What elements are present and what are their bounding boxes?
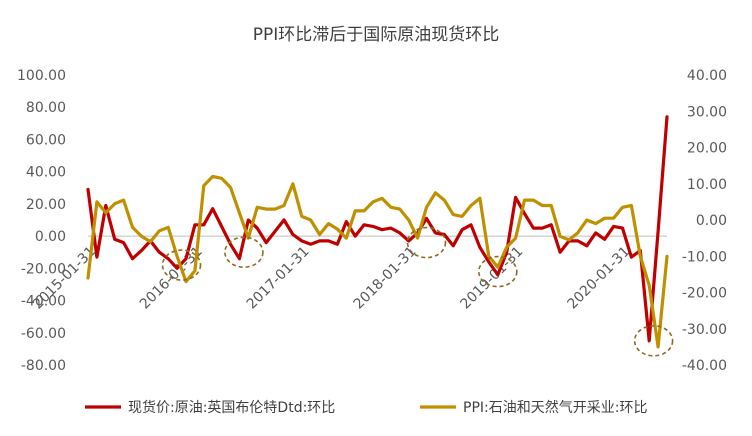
right-y-tick-label: -20.00 — [682, 286, 727, 302]
x-tick-label: 2020-01-31 — [564, 244, 633, 313]
legend-label-2: PPI:石油和天然气开采业:环比 — [463, 399, 647, 416]
left-y-tick-label: -20.00 — [21, 261, 66, 277]
right-y-tick-label: 0.00 — [696, 213, 727, 229]
x-tick-label: 2019-01-31 — [458, 244, 527, 313]
right-y-tick-label: 10.00 — [687, 177, 727, 193]
legend: 现货价:原油:英国布伦特Dtd:环比 PPI:石油和天然气开采业:环比 — [85, 399, 647, 416]
dashed-circle-annotation — [161, 249, 202, 281]
right-y-tick-label: -10.00 — [682, 249, 727, 265]
left-y-tick-label: 100.00 — [17, 68, 66, 84]
x-axis-ticks: 2015-01-31 2016-01-31 2017-01-31 2018-01-31… — [30, 244, 633, 313]
dashed-circle-annotation — [406, 226, 447, 259]
series-line-1 — [86, 115, 669, 343]
left-y-tick-label: -60.00 — [21, 326, 66, 342]
left-y-tick-label: 20.00 — [26, 197, 66, 213]
left-y-tick-label: -40.00 — [21, 294, 66, 310]
legend-label-1: 现货价:原油:英国布伦特Dtd:环比 — [128, 399, 335, 416]
dashed-circle-annotation — [477, 255, 518, 288]
right-y-tick-label: -30.00 — [682, 322, 727, 338]
right-y-tick-label: 30.00 — [687, 104, 727, 120]
left-y-axis: 100.00 80.00 60.00 40.00 20.00 0.00 -20.00 -40.… — [17, 68, 66, 374]
right-y-tick-label: 20.00 — [687, 141, 727, 157]
right-y-axis: 40.00 30.00 20.00 10.00 0.00 -10.00 -20.00 -30.… — [682, 68, 727, 374]
right-y-tick-label: -40.00 — [682, 358, 727, 374]
x-tick-label: 2018-01-31 — [351, 244, 420, 313]
dashed-circle-annotation — [633, 324, 674, 357]
left-y-tick-label: 80.00 — [26, 100, 66, 116]
x-tick-label: 2017-01-31 — [244, 244, 313, 313]
series-line-2 — [86, 174, 669, 349]
annotation-layer — [161, 226, 674, 357]
chart-title: PPI环比滞后于国际原油现货环比 — [253, 25, 500, 45]
left-y-tick-label: 60.00 — [26, 132, 66, 148]
left-y-tick-label: 0.00 — [35, 229, 66, 245]
dashed-circle-annotation — [224, 236, 264, 268]
left-y-tick-label: 40.00 — [26, 165, 66, 181]
left-y-tick-label: -80.00 — [21, 358, 66, 374]
series-layer — [86, 115, 669, 349]
right-y-tick-label: 40.00 — [687, 68, 727, 84]
